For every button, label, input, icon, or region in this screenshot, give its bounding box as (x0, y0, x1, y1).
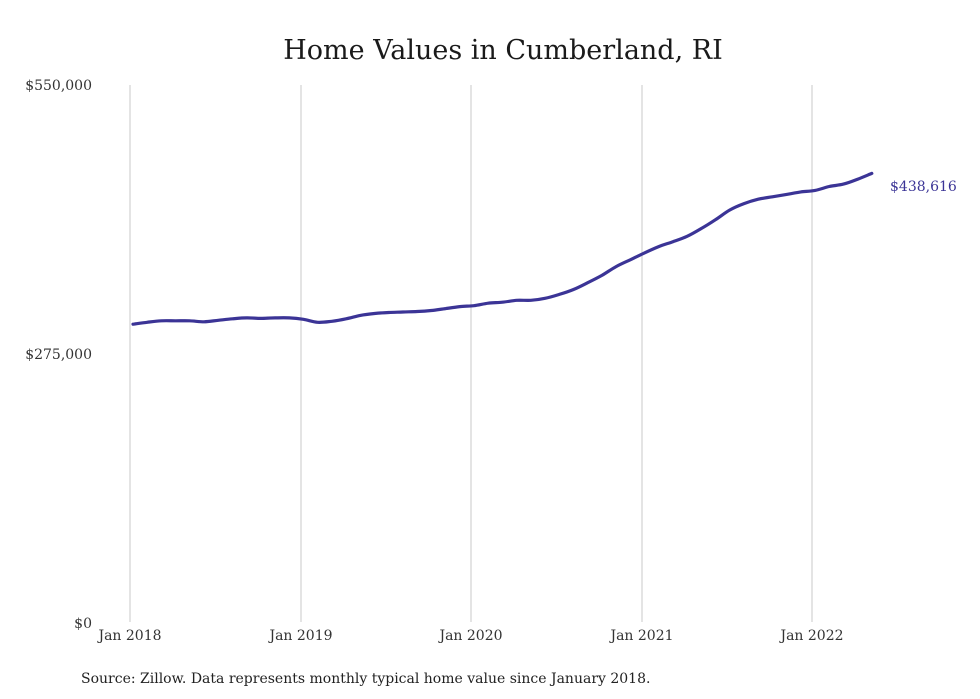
chart-title: Home Values in Cumberland, RI (283, 35, 723, 66)
source-note: Source: Zillow. Data represents monthly … (81, 671, 650, 687)
end-value-label: $438,616 (890, 179, 957, 195)
x-tick-label-2018: Jan 2018 (96, 628, 161, 644)
y-tick-label-mid: $275,000 (25, 347, 92, 363)
x-tick-label-2022: Jan 2022 (778, 628, 843, 644)
y-tick-label-max: $550,000 (25, 78, 92, 94)
series-layer (131, 171, 874, 326)
x-tick-label-2021: Jan 2021 (608, 628, 673, 644)
y-tick-label-zero: $0 (74, 616, 92, 632)
x-tick-label-2020: Jan 2020 (437, 628, 502, 644)
x-tick-label-2019: Jan 2019 (267, 628, 332, 644)
series-line-home-value (131, 171, 874, 326)
